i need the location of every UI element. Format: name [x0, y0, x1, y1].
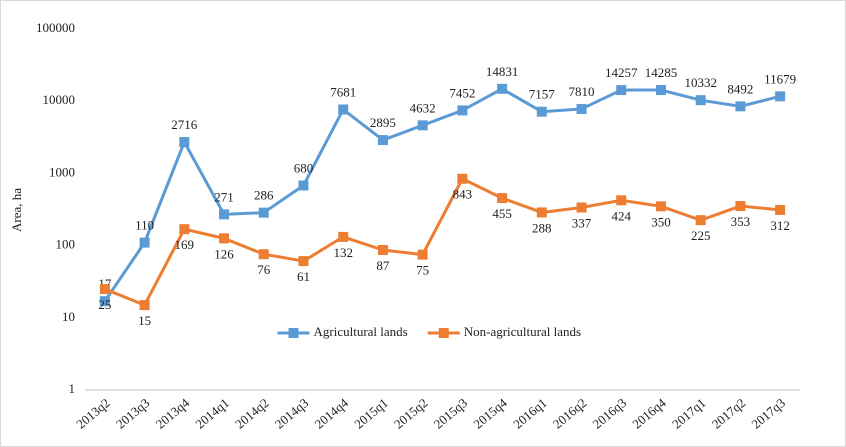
data-label: 455 [492, 206, 512, 221]
series-line [103, 87, 781, 303]
point-marker [576, 202, 587, 213]
data-label: 87 [376, 258, 390, 273]
data-label: 288 [532, 220, 552, 235]
data-label: 2895 [370, 115, 396, 130]
y-tick-label: 10 [62, 309, 75, 324]
point-marker [377, 244, 388, 255]
data-label: 7810 [569, 84, 595, 99]
point-marker [179, 224, 190, 235]
data-label: 2716 [171, 117, 198, 132]
data-label: 14831 [486, 64, 519, 79]
point-marker [219, 233, 230, 244]
point-marker [616, 195, 627, 206]
point-marker [457, 173, 468, 184]
legend-marker [288, 328, 299, 338]
data-label: 7681 [330, 84, 356, 99]
data-label: 353 [731, 214, 751, 229]
data-label: 4632 [410, 100, 436, 115]
y-axis-label: Area, ha [9, 188, 24, 232]
data-label: 424 [612, 208, 632, 223]
data-label: 61 [297, 269, 310, 284]
point-marker [377, 135, 388, 146]
point-marker [139, 237, 150, 248]
point-marker [536, 106, 547, 117]
y-tick-label: 100000 [36, 20, 75, 35]
point-marker [497, 193, 508, 204]
y-tick-label: 10000 [43, 92, 76, 107]
data-label: 76 [257, 262, 271, 277]
point-marker [775, 204, 786, 215]
point-marker [338, 104, 349, 115]
point-marker [417, 120, 428, 131]
point-marker [536, 207, 547, 218]
legend-label: Agricultural lands [314, 324, 408, 339]
data-label: 7157 [529, 87, 556, 102]
data-label: 8492 [727, 81, 753, 96]
data-label: 225 [691, 228, 711, 243]
point-marker [258, 249, 269, 260]
legend-label: Non-agricultural lands [464, 324, 581, 339]
data-label: 132 [333, 245, 353, 260]
data-label: 25 [98, 297, 111, 312]
point-marker [695, 215, 706, 226]
point-marker [655, 201, 666, 212]
point-marker [735, 201, 746, 212]
point-marker [655, 85, 666, 96]
point-marker [616, 85, 627, 96]
point-marker [219, 209, 230, 220]
point-marker [139, 300, 150, 311]
data-label: 7452 [449, 85, 475, 100]
data-label: 843 [453, 187, 473, 202]
point-marker [695, 95, 706, 106]
data-label: 271 [214, 189, 234, 204]
y-tick-label: 1000 [49, 164, 75, 179]
point-marker [298, 256, 309, 267]
point-marker [735, 101, 746, 112]
point-marker [497, 83, 508, 94]
data-label: 10332 [684, 75, 717, 90]
data-label: 312 [770, 218, 790, 233]
point-marker [298, 180, 309, 191]
data-label: 75 [416, 263, 429, 278]
data-label: 286 [254, 188, 274, 203]
data-label: 15 [138, 313, 151, 328]
point-marker [775, 91, 786, 102]
data-label: 169 [175, 237, 195, 252]
point-marker [99, 284, 110, 295]
point-marker [179, 137, 190, 148]
data-label: 14257 [605, 65, 638, 80]
point-marker [457, 105, 468, 116]
point-marker [258, 207, 269, 218]
point-marker [417, 249, 428, 260]
point-marker [99, 296, 110, 307]
y-tick-label: 100 [56, 237, 76, 252]
data-label: 337 [572, 215, 592, 230]
data-label: 11679 [764, 71, 796, 86]
data-label: 126 [214, 246, 234, 261]
data-label: 350 [651, 214, 671, 229]
y-tick-label: 1 [69, 381, 76, 396]
point-marker [576, 103, 587, 114]
point-marker [338, 231, 349, 242]
series-line [104, 176, 781, 307]
data-label: 680 [294, 160, 314, 175]
data-label: 14285 [645, 65, 678, 80]
data-label: 110 [135, 218, 154, 233]
legend-marker [438, 328, 449, 338]
